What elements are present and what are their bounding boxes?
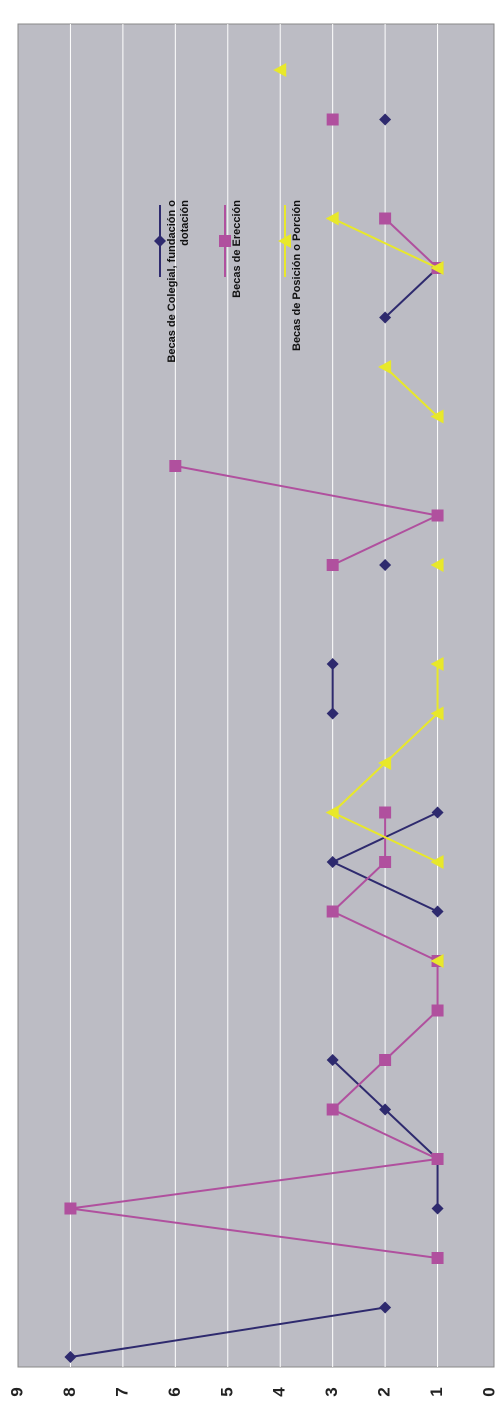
data-point [64, 1351, 77, 1363]
data-point [379, 559, 392, 571]
data-point [326, 1054, 339, 1066]
series-group [64, 63, 444, 1363]
value-tick-label: 0 [479, 1387, 498, 1396]
series-line-segment [332, 217, 438, 269]
series-line-segment [384, 712, 439, 764]
data-point [326, 856, 339, 868]
series-line-segment [70, 1306, 386, 1358]
data-point [430, 558, 444, 572]
legend-label: Becas de Colegial, fundación o [166, 200, 178, 363]
series-line-segment [384, 1009, 439, 1061]
data-point [379, 1103, 392, 1116]
data-point [378, 360, 392, 374]
data-point [430, 706, 444, 721]
value-tick-label: 4 [270, 1387, 289, 1397]
value-tick-label: 2 [375, 1387, 394, 1396]
series-3 [273, 63, 444, 968]
series-line-segment [70, 1207, 438, 1259]
data-point [379, 113, 392, 126]
legend-label: dotación [179, 200, 191, 246]
value-tick-label: 1 [427, 1387, 446, 1396]
value-tick-label: 8 [60, 1387, 79, 1396]
data-point [431, 509, 444, 522]
legend-item: Becas de Erección [219, 200, 243, 298]
series-line-segment [331, 861, 386, 913]
series-line-segment [332, 910, 438, 962]
series-line-segment [384, 1108, 439, 1160]
series-line-segment [332, 1108, 438, 1160]
legend-label: Becas de Posición o Porción [291, 200, 303, 351]
data-point [431, 905, 444, 918]
data-point [169, 460, 182, 472]
series-line-segment [331, 1059, 386, 1111]
data-point [430, 409, 444, 424]
legend-marker [219, 235, 231, 247]
legend: Becas de Colegial, fundación o dotación Be… [154, 200, 303, 363]
data-point [379, 806, 392, 819]
value-tick-label: 7 [112, 1387, 131, 1396]
data-point [64, 1202, 77, 1215]
data-point [326, 559, 339, 571]
value-tick-label: 6 [165, 1387, 184, 1396]
legend-item: Becas de Colegial, fundación o dotación [154, 200, 191, 363]
value-axis: 0 1 2 3 4 5 6 7 8 9 [7, 1387, 498, 1397]
data-point [273, 63, 287, 77]
data-point [430, 855, 444, 869]
legend-label: Becas de Erección [231, 200, 243, 298]
value-tick-label: 9 [7, 1387, 26, 1396]
data-point [431, 806, 444, 819]
data-point [431, 1153, 444, 1165]
series-line-segment [332, 861, 438, 913]
series-line-segment [384, 267, 439, 319]
data-point [326, 1103, 339, 1116]
data-point [326, 658, 339, 670]
data-point [431, 1202, 444, 1215]
series-line-segment [70, 1158, 438, 1210]
data-point [326, 113, 339, 126]
data-point [379, 1054, 392, 1066]
data-point [325, 805, 339, 820]
series-line-segment [384, 217, 439, 269]
data-point [379, 1301, 392, 1314]
value-tick-label: 3 [322, 1387, 341, 1396]
data-point [326, 707, 339, 720]
series-line-segment [175, 465, 438, 517]
data-point [430, 657, 444, 671]
data-point [430, 261, 444, 275]
data-point [326, 905, 339, 918]
series-line-segment [331, 762, 386, 814]
legend-marker [154, 235, 166, 247]
legend-marker [278, 234, 291, 248]
legend-item: Becas de Posición o Porción [278, 200, 303, 351]
data-point [431, 1004, 444, 1017]
series-line-segment [332, 514, 438, 566]
series-2 [64, 113, 444, 1264]
data-point [431, 1252, 444, 1264]
series-line-segment [332, 811, 438, 863]
value-tick-label: 5 [217, 1387, 236, 1396]
data-point [379, 856, 392, 868]
data-point [379, 311, 392, 324]
data-point [378, 756, 392, 770]
data-point [325, 211, 339, 226]
data-point [379, 212, 392, 225]
plot-area [17, 23, 495, 1368]
data-point [430, 954, 444, 968]
series-line-segment [384, 366, 439, 418]
